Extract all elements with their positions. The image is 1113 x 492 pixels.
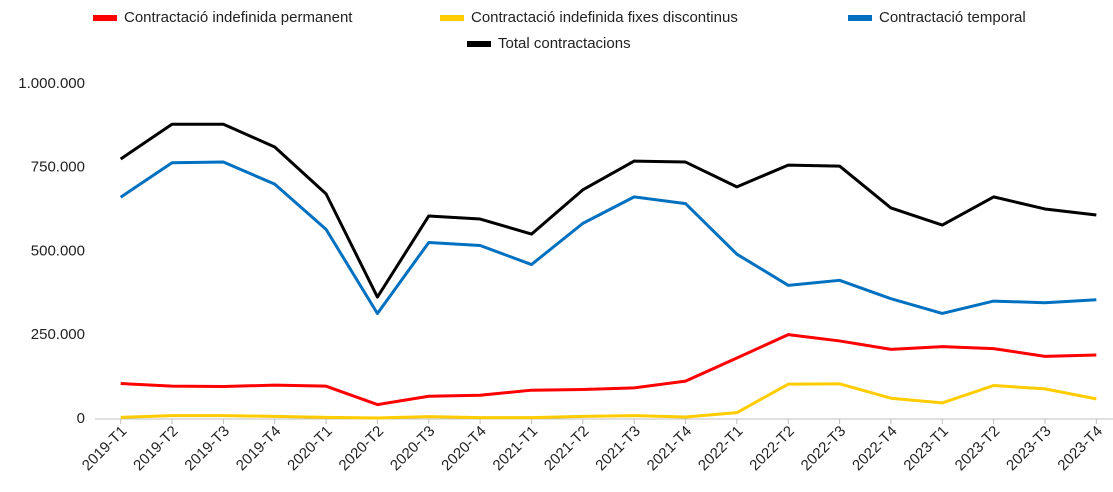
legend-swatch — [848, 15, 872, 21]
series-line — [119, 160, 1097, 315]
x-tick-label: 2021-T2 — [541, 423, 593, 475]
legend-swatch — [93, 15, 117, 21]
x-tick-label: 2020-T2 — [336, 423, 388, 475]
x-tick-label: 2022-T4 — [849, 423, 901, 475]
x-tick-label: 2019-T4 — [233, 423, 285, 475]
x-tick-label: 2020-T3 — [387, 423, 439, 475]
x-tick-label: 2022-T1 — [695, 423, 747, 475]
x-tick-label: 2020-T1 — [284, 423, 336, 475]
x-tick-label: 2019-T2 — [130, 423, 182, 475]
series-line — [120, 333, 1097, 407]
x-tick-label: 2019-T1 — [79, 423, 131, 475]
legend-swatch — [467, 41, 491, 47]
x-tick-label: 2022-T3 — [798, 423, 850, 475]
legend-swatch — [440, 15, 464, 21]
x-tick-label: 2023-T2 — [952, 423, 1004, 475]
x-tick-label: 2020-T4 — [438, 423, 490, 475]
x-tick-label: 2023-T4 — [1054, 423, 1106, 475]
x-tick-label: 2021-T3 — [592, 423, 644, 475]
x-tick-label: 2021-T4 — [644, 423, 696, 475]
series-line — [119, 122, 1097, 299]
y-tick-label: 250.000 — [31, 326, 85, 343]
legend-label: Contractació temporal — [879, 9, 1026, 26]
x-tick-label: 2021-T1 — [490, 423, 542, 475]
y-tick-label: 500.000 — [31, 242, 85, 259]
legend-label: Contractació indefinida permanent — [124, 9, 353, 26]
legend-label: Total contractacions — [498, 35, 631, 52]
x-tick-label: 2023-T3 — [1003, 423, 1055, 475]
x-tick-label: 2019-T3 — [181, 423, 233, 475]
y-tick-label: 750.000 — [31, 159, 85, 176]
series-line — [120, 382, 1097, 420]
y-tick-label: 0 — [77, 410, 85, 427]
y-tick-label: 1.000.000 — [18, 75, 85, 92]
legend-label: Contractació indefinida fixes discontinu… — [471, 9, 738, 26]
x-tick-label: 2023-T1 — [900, 423, 952, 475]
x-tick-label: 2022-T2 — [746, 423, 798, 475]
